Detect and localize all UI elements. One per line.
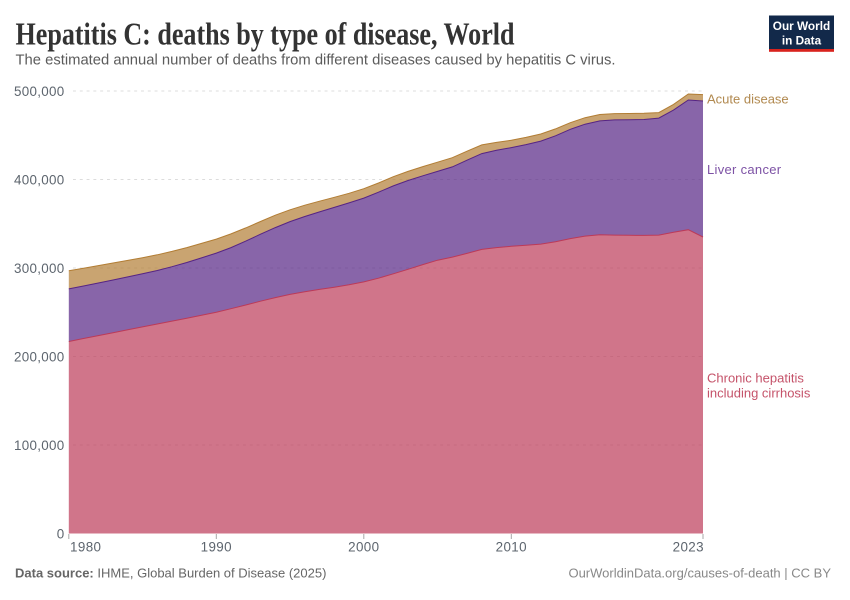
svg-text:1980: 1980 bbox=[70, 540, 101, 555]
svg-text:in Data: in Data bbox=[782, 34, 822, 48]
svg-text:2010: 2010 bbox=[496, 540, 527, 555]
svg-text:100,000: 100,000 bbox=[14, 438, 65, 453]
svg-text:2000: 2000 bbox=[348, 540, 379, 555]
svg-text:Hepatitis C: deaths by type of: Hepatitis C: deaths by type of disease, … bbox=[16, 16, 515, 52]
svg-text:OurWorldinData.org/causes-of-d: OurWorldinData.org/causes-of-death | CC … bbox=[568, 566, 831, 581]
svg-text:400,000: 400,000 bbox=[14, 172, 65, 187]
svg-text:including cirrhosis: including cirrhosis bbox=[707, 386, 811, 401]
svg-text:1990: 1990 bbox=[201, 540, 232, 555]
svg-text:Acute disease: Acute disease bbox=[707, 92, 789, 107]
svg-text:The estimated annual number of: The estimated annual number of deaths fr… bbox=[16, 53, 616, 69]
svg-text:500,000: 500,000 bbox=[14, 84, 65, 99]
svg-text:200,000: 200,000 bbox=[14, 349, 65, 364]
svg-text:0: 0 bbox=[57, 526, 65, 541]
svg-text:Liver cancer: Liver cancer bbox=[707, 162, 782, 177]
svg-text:300,000: 300,000 bbox=[14, 261, 65, 276]
svg-text:Our World: Our World bbox=[773, 19, 830, 33]
svg-text:2023: 2023 bbox=[673, 540, 704, 555]
svg-text:Chronic hepatitis: Chronic hepatitis bbox=[707, 371, 804, 386]
svg-text:Data source: IHME, Global Burd: Data source: IHME, Global Burden of Dise… bbox=[15, 566, 326, 581]
